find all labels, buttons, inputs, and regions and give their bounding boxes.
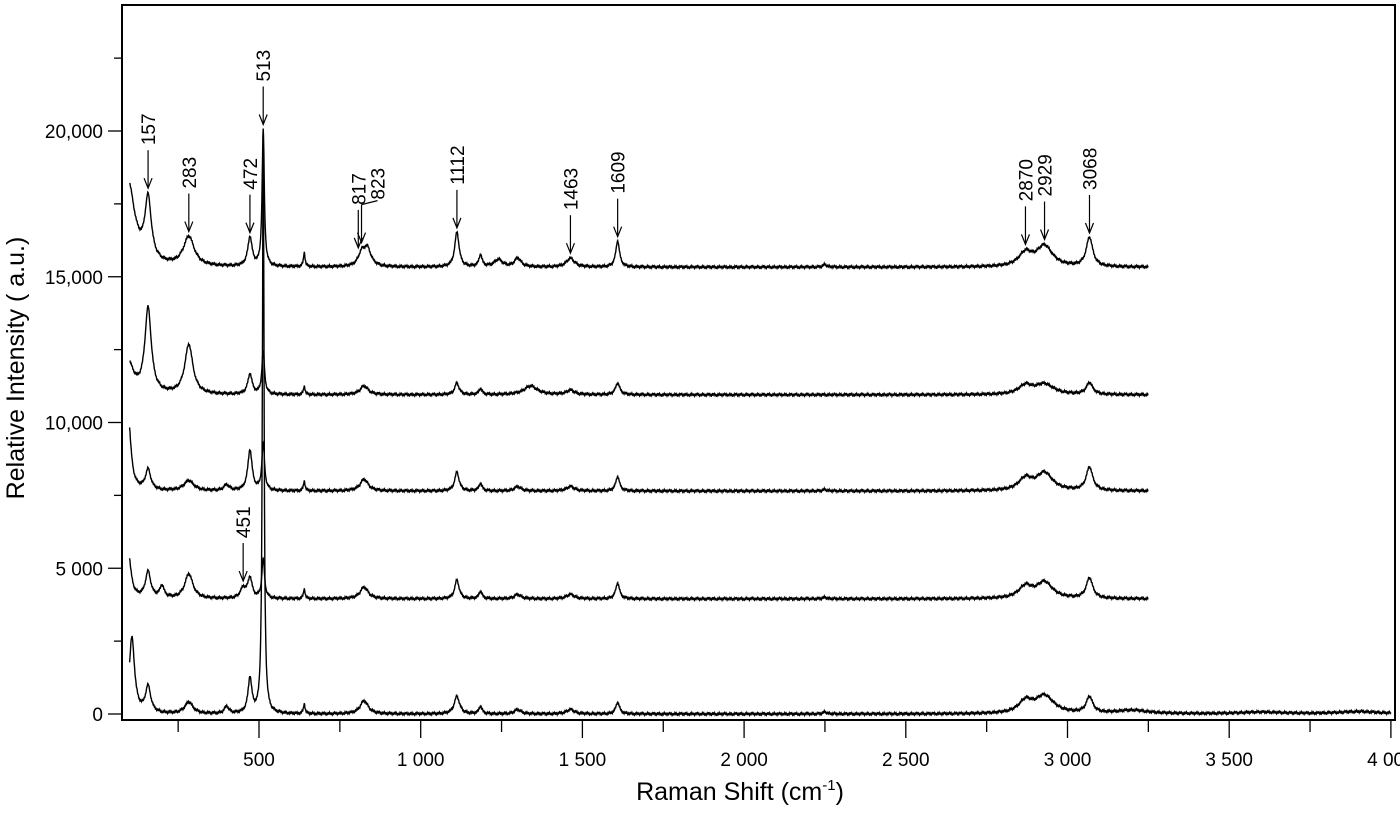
- x-tick-label: 1 000: [397, 750, 445, 771]
- peak-annotation: 823: [356, 168, 390, 245]
- peak-annotation: 283: [180, 157, 201, 234]
- peak-label: 823: [369, 168, 390, 200]
- arrowhead-icon: [565, 242, 575, 255]
- peak-label: 1463: [561, 168, 582, 210]
- peak-annotation: 1463: [561, 168, 582, 255]
- spectrum-line-3: [128, 427, 1149, 495]
- arrowhead-icon: [1039, 229, 1050, 242]
- x-tick-label: 4 000: [1367, 750, 1400, 771]
- arrowhead-icon: [1020, 234, 1031, 246]
- arrowhead-icon: [184, 221, 194, 234]
- peak-label: 513: [254, 50, 275, 82]
- peak-label: 451: [234, 506, 255, 538]
- y-tick-label: 10,000: [45, 414, 103, 435]
- peak-annotation: 513: [254, 50, 275, 127]
- peak-label: 1609: [609, 151, 630, 193]
- spectrum-line-5: [128, 129, 1392, 718]
- peak-annotation: 1609: [609, 151, 630, 239]
- spectrum-line-4: [128, 556, 1149, 603]
- arrowhead-icon: [452, 217, 462, 230]
- y-axis-label: Relative Intensity ( a.u.): [2, 237, 30, 500]
- peak-label: 283: [180, 157, 201, 189]
- arrowhead-icon: [1084, 222, 1095, 235]
- arrowhead-icon: [258, 114, 268, 127]
- arrowhead-icon: [238, 570, 248, 583]
- y-tick-label: 20,000: [45, 122, 103, 143]
- arrowhead-icon: [245, 222, 255, 235]
- peak-label: 817: [349, 173, 370, 205]
- x-tick-label: 3 000: [1044, 750, 1092, 771]
- peak-annotation: 157: [139, 113, 160, 190]
- arrowhead-icon: [356, 232, 367, 245]
- x-tick-label: 3 500: [1205, 750, 1253, 771]
- spectrum-line-1: [128, 128, 1149, 271]
- x-tick-label: 1 500: [559, 750, 607, 771]
- x-tick-label: 2 000: [720, 750, 768, 771]
- peak-annotation: 472: [241, 158, 262, 235]
- peak-annotation: 451: [234, 506, 255, 583]
- x-tick-label: 2 500: [882, 750, 930, 771]
- peak-label: 2929: [1036, 154, 1057, 196]
- y-tick-label: 15,000: [45, 268, 103, 289]
- peak-label: 3068: [1080, 148, 1101, 190]
- peak-label: 157: [139, 113, 160, 145]
- plot-frame: [121, 4, 1396, 721]
- arrowhead-icon: [613, 226, 623, 239]
- arrowhead-icon: [143, 177, 153, 190]
- peak-annotation: 2870: [1016, 159, 1037, 246]
- peak-label: 472: [241, 158, 262, 190]
- peak-annotation: 2929: [1036, 154, 1057, 242]
- axes: 500 1 000 1 500 2 000 2 500 3 000 3 500 4 000 0 5…: [45, 57, 1400, 771]
- peak-label: 1112: [448, 145, 469, 184]
- x-tick-label: 500: [243, 750, 275, 771]
- spectrum-line-2: [129, 305, 1149, 399]
- spectra: [128, 128, 1392, 718]
- peak-label: 2870: [1016, 159, 1037, 201]
- x-axis-label: Raman Shift (cm-1): [636, 777, 844, 806]
- peak-annotation: 1112: [448, 145, 469, 230]
- leader-line: [361, 200, 378, 206]
- y-tick-label: 5 000: [55, 559, 103, 580]
- peak-annotation: 3068: [1080, 148, 1101, 235]
- y-tick-label: 0: [92, 705, 103, 726]
